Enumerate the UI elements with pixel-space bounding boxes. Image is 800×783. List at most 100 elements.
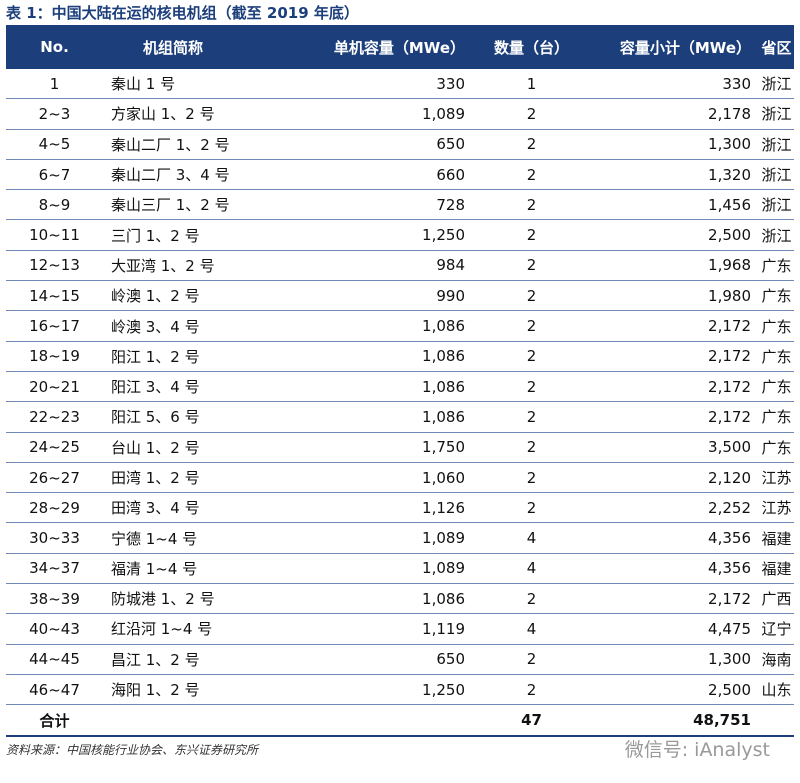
table-cell: 福建: [759, 522, 794, 554]
table-cell: 6~7: [6, 159, 103, 191]
table-cell: 1,060: [304, 462, 473, 494]
table-cell: [304, 704, 473, 738]
table-cell: 2,120: [590, 462, 759, 494]
table-cell: 2,172: [590, 310, 759, 342]
table-cell: 1,300: [590, 644, 759, 675]
table-cell: 40~43: [6, 613, 103, 645]
table-cell: 990: [304, 280, 473, 312]
table-cell: 984: [304, 250, 473, 282]
table-row: 8~9 秦山三厂 1、2 号 728 2 1,456 浙江: [6, 189, 794, 221]
table-cell: 2: [473, 462, 590, 494]
table-cell: 20~21: [6, 371, 103, 403]
table-cell: 防城港 1、2 号: [103, 583, 304, 615]
table-row: 40~43 红沿河 1~4 号 1,119 4 4,475 辽宁: [6, 613, 794, 645]
table-cell: 广西: [759, 583, 794, 615]
table-cell: 1: [6, 69, 103, 100]
table-row: 38~39 防城港 1、2 号 1,086 2 2,172 广西: [6, 583, 794, 615]
table-cell: 岭澳 1、2 号: [103, 280, 304, 312]
table-cell: 330: [304, 69, 473, 100]
table-cell: 4: [473, 553, 590, 585]
table-cell: 2,172: [590, 401, 759, 433]
total-count: 47: [473, 704, 590, 738]
table-cell: 10~11: [6, 219, 103, 251]
header-cell: 容量小计（MWe）: [590, 25, 759, 69]
table-cell: 秦山二厂 3、4 号: [103, 159, 304, 191]
table-row: 30~33 宁德 1~4 号 1,089 4 4,356 福建: [6, 522, 794, 554]
table-cell: 650: [304, 644, 473, 675]
table-body: 1 秦山 1 号 330 1 330 浙江 2~3 方家山 1、2 号 1,089 2 2,178 浙…: [6, 69, 794, 738]
table-cell: 30~33: [6, 522, 103, 554]
table-cell: 2: [473, 159, 590, 191]
table-row: 4~5 秦山二厂 1、2 号 650 2 1,300 浙江: [6, 129, 794, 160]
table-cell: 田湾 1、2 号: [103, 462, 304, 494]
table-cell: [759, 704, 794, 738]
table-cell: 2: [473, 98, 590, 130]
table-cell: 2~3: [6, 98, 103, 130]
table-cell: 宁德 1~4 号: [103, 522, 304, 554]
table-cell: 广东: [759, 371, 794, 403]
table-cell: 红沿河 1~4 号: [103, 613, 304, 645]
table-cell: 2: [473, 129, 590, 160]
table-cell: 广东: [759, 250, 794, 282]
table-cell: 辽宁: [759, 613, 794, 645]
header-cell: 机组简称: [103, 25, 304, 69]
table-cell: 2,252: [590, 492, 759, 524]
table-cell: 728: [304, 189, 473, 221]
table-cell: 44~45: [6, 644, 103, 675]
table-cell: 2: [473, 674, 590, 706]
table-cell: 2,178: [590, 98, 759, 130]
table-cell: 1,250: [304, 219, 473, 251]
watermark: 微信号: iAnalyst: [624, 739, 770, 761]
table-cell: 28~29: [6, 492, 103, 524]
table-cell: 12~13: [6, 250, 103, 282]
table-cell: 4,356: [590, 522, 759, 554]
header-row: No. 机组简称 单机容量（MWe） 数量（台） 容量小计（MWe） 省区: [6, 25, 794, 69]
table-row: 16~17 岭澳 3、4 号 1,086 2 2,172 广东: [6, 310, 794, 342]
table-cell: 8~9: [6, 189, 103, 221]
table-cell: 2: [473, 250, 590, 282]
table-row: 18~19 阳江 1、2 号 1,086 2 2,172 广东: [6, 341, 794, 372]
table-cell: 秦山二厂 1、2 号: [103, 129, 304, 160]
table-row: 24~25 台山 1、2 号 1,750 2 3,500 广东: [6, 432, 794, 463]
table-cell: 46~47: [6, 674, 103, 706]
table-cell: 广东: [759, 280, 794, 312]
table-cell: 广东: [759, 310, 794, 342]
table-cell: 1,086: [304, 401, 473, 433]
table-cell: 38~39: [6, 583, 103, 615]
table-cell: 4,475: [590, 613, 759, 645]
table-cell: 330: [590, 69, 759, 100]
table-cell: 26~27: [6, 462, 103, 494]
table-cell: 田湾 3、4 号: [103, 492, 304, 524]
table-cell: 浙江: [759, 69, 794, 100]
table-cell: 浙江: [759, 189, 794, 221]
table-cell: 2: [473, 219, 590, 251]
table-cell: 2: [473, 280, 590, 312]
table-cell: 阳江 3、4 号: [103, 371, 304, 403]
table-cell: 浙江: [759, 129, 794, 160]
table-cell: 大亚湾 1、2 号: [103, 250, 304, 282]
table-cell: 海南: [759, 644, 794, 675]
source-note: 资料来源：中国核能行业协会、东兴证券研究所: [6, 743, 259, 757]
table-cell: 4: [473, 613, 590, 645]
table-cell: 1,089: [304, 553, 473, 585]
table-cell: 三门 1、2 号: [103, 219, 304, 251]
table-cell: 2: [473, 492, 590, 524]
table-cell: 1,086: [304, 583, 473, 615]
table-cell: 1,089: [304, 522, 473, 554]
table-cell: 2,500: [590, 219, 759, 251]
table-cell: 4~5: [6, 129, 103, 160]
total-capacity: 48,751: [590, 704, 759, 738]
table-cell: 广东: [759, 401, 794, 433]
table-cell: 1,126: [304, 492, 473, 524]
table-cell: 1,089: [304, 98, 473, 130]
table-cell: 2: [473, 189, 590, 221]
table-cell: 22~23: [6, 401, 103, 433]
table-cell: 2: [473, 583, 590, 615]
table-cell: 阳江 1、2 号: [103, 341, 304, 372]
table-cell: 2: [473, 371, 590, 403]
table-row: 6~7 秦山二厂 3、4 号 660 2 1,320 浙江: [6, 159, 794, 191]
table-title: 表 1：中国大陆在运的核电机组（截至 2019 年底）: [6, 4, 359, 22]
table-row: 34~37 福清 1~4 号 1,089 4 4,356 福建: [6, 553, 794, 585]
table-row: 44~45 昌江 1、2 号 650 2 1,300 海南: [6, 644, 794, 675]
